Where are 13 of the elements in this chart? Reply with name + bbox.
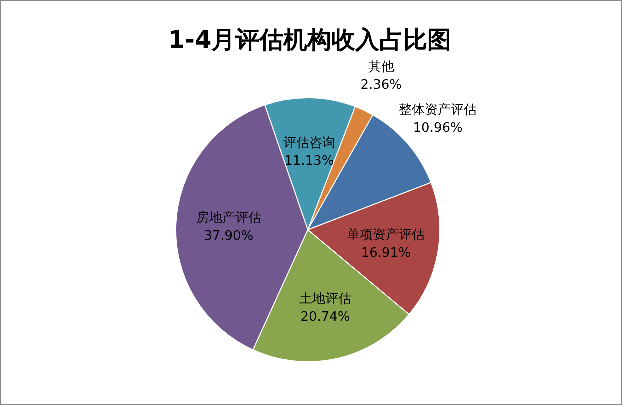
slice-label: 单项资产评估 [347, 228, 426, 244]
slice-label: 整体资产评估 [399, 103, 478, 118]
data-label: 2.36% [360, 78, 402, 93]
slice-label: 评估咨询 [283, 136, 336, 151]
data-label: 11.13% [284, 154, 334, 169]
slice-label: 房地产评估 [196, 210, 262, 226]
slice-label: 土地评估 [300, 292, 352, 308]
data-label: 10.96% [413, 121, 463, 136]
slice-label: 其他 [368, 60, 394, 75]
data-label: 20.74% [300, 310, 350, 326]
data-label: 37.90% [204, 229, 254, 244]
chart-title: 1-4月评估机构收入占比图 [168, 26, 452, 54]
data-label: 16.91% [361, 246, 411, 262]
